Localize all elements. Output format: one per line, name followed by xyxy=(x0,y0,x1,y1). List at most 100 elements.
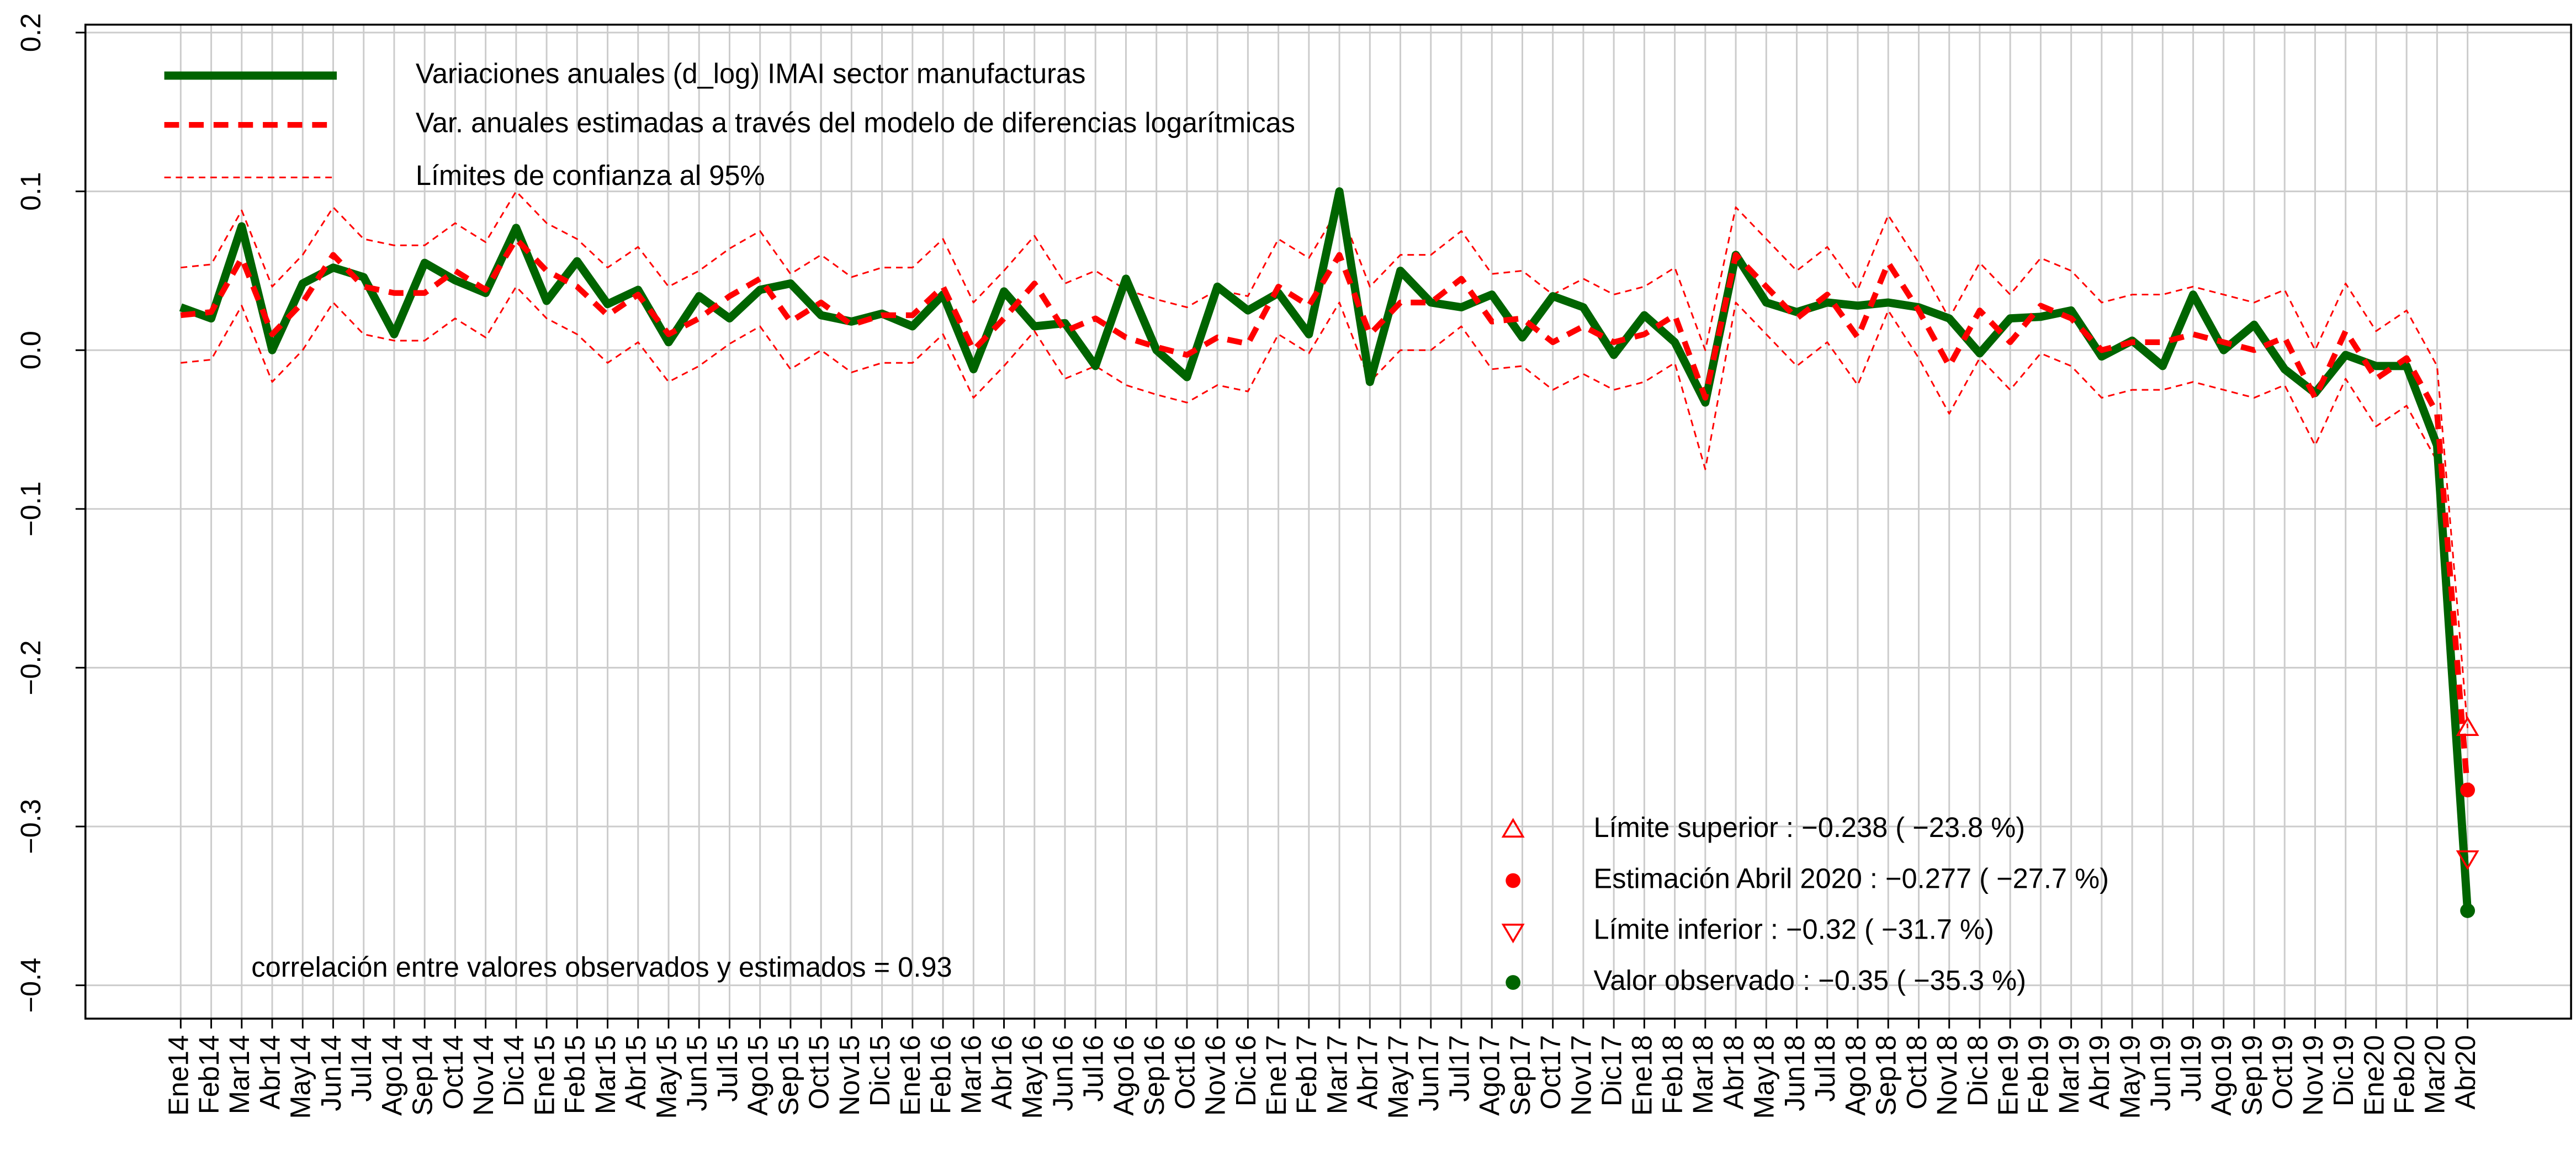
x-tick-label: Jul16 xyxy=(1078,1035,1109,1102)
x-tick-label: Jul19 xyxy=(2175,1035,2207,1102)
x-tick-label: Jun17 xyxy=(1413,1035,1444,1111)
x-tick-label: Ene19 xyxy=(1992,1035,2024,1116)
x-tick-label: Oct18 xyxy=(1901,1035,1932,1110)
x-tick-label: Feb14 xyxy=(193,1035,225,1114)
x-tick-label: May19 xyxy=(2114,1035,2145,1119)
x-tick-label: Ago16 xyxy=(1108,1035,1139,1116)
x-tick-label: Jul17 xyxy=(1443,1035,1475,1102)
series-line xyxy=(181,285,2469,859)
x-tick-label: Sep16 xyxy=(1138,1035,1170,1116)
x-tick-label: Mar16 xyxy=(956,1035,987,1114)
x-tick-label: Mar17 xyxy=(1321,1035,1353,1114)
annotation: Límite superior : −0.238 ( −23.8 %) xyxy=(1593,812,2025,843)
x-tick-label: Feb16 xyxy=(925,1035,956,1114)
x-tick-label: Abr16 xyxy=(986,1035,1017,1110)
marker xyxy=(1506,975,1521,990)
x-tick-label: Nov14 xyxy=(468,1035,499,1116)
x-tick-label: Jun19 xyxy=(2145,1035,2176,1111)
x-tick-label: Abr19 xyxy=(2084,1035,2115,1110)
x-tick-label: Jun16 xyxy=(1047,1035,1078,1111)
x-tick-label: Feb18 xyxy=(1657,1035,1688,1114)
y-tick-label: 0.0 xyxy=(15,331,46,369)
y-tick-label: −0.1 xyxy=(15,481,46,537)
plot-frame xyxy=(84,23,2572,1020)
x-tick-label: May14 xyxy=(285,1035,316,1119)
marker xyxy=(1506,873,1521,888)
annotation: Valor observado : −0.35 ( −35.3 %) xyxy=(1593,965,2026,996)
x-tick-label: Feb20 xyxy=(2388,1035,2420,1114)
x-tick-label: Dic16 xyxy=(1230,1035,1262,1106)
x-tick-label: Oct15 xyxy=(803,1035,835,1110)
annotation: Límite inferior : −0.32 ( −31.7 %) xyxy=(1593,914,1994,945)
x-tick-label: Ene20 xyxy=(2358,1035,2389,1116)
x-tick-label: Jul18 xyxy=(1809,1035,1841,1102)
plot xyxy=(179,187,2472,911)
x-tick-label: Jun18 xyxy=(1779,1035,1810,1111)
grid xyxy=(85,24,2572,1019)
annotation: Estimación Abril 2020 : −0.277 ( −27.7 %… xyxy=(1593,862,2108,894)
y-tick-label: 0.1 xyxy=(15,172,46,210)
y-tick-label: −0.2 xyxy=(15,640,46,695)
x-tick-label: Abr14 xyxy=(254,1035,285,1110)
x-tick-label: Ene16 xyxy=(894,1035,926,1116)
x-tick-label: Ene14 xyxy=(163,1035,194,1116)
x-tick-label: Nov18 xyxy=(1931,1035,1963,1116)
x-tick-label: Feb19 xyxy=(2023,1035,2054,1114)
x-tick-label: Dic15 xyxy=(864,1035,895,1106)
x-tick-label: Oct17 xyxy=(1535,1035,1566,1110)
x-tick-label: Nov15 xyxy=(834,1035,865,1116)
y-tick-label: 0.2 xyxy=(15,13,46,52)
x-tick-label: Dic14 xyxy=(498,1035,529,1106)
x-tick-label: Mar15 xyxy=(590,1035,621,1114)
x-tick-label: Nov19 xyxy=(2297,1035,2329,1116)
x-tick-label: Ene18 xyxy=(1626,1035,1658,1116)
x-tick-label: Sep15 xyxy=(772,1035,804,1116)
legend-label: Límites de confianza al 95% xyxy=(416,160,765,191)
x-tick-label: May16 xyxy=(1016,1035,1048,1119)
y-tick-label: −0.4 xyxy=(15,958,46,1013)
x-tick-label: Abr18 xyxy=(1718,1035,1749,1110)
x-tick-label: Mar20 xyxy=(2419,1035,2451,1114)
marker xyxy=(1501,923,1525,944)
marker xyxy=(2456,716,2479,736)
x-tick-label: Ago18 xyxy=(1840,1035,1871,1116)
marker xyxy=(2460,903,2475,918)
x-tick-label: May15 xyxy=(650,1035,682,1119)
x-tick-label: Sep17 xyxy=(1504,1035,1536,1116)
x-tick-label: May18 xyxy=(1748,1035,1780,1119)
x-tick-label: Abr17 xyxy=(1352,1035,1384,1110)
x-tick-label: Nov16 xyxy=(1200,1035,1231,1116)
x-tick-label: Ago15 xyxy=(742,1035,773,1116)
x-tick-label: Jul14 xyxy=(346,1035,377,1102)
x-tick-label: Jul15 xyxy=(712,1035,743,1102)
x-tick-label: Jun15 xyxy=(681,1035,713,1111)
x-tick-label: Dic17 xyxy=(1596,1035,1628,1106)
x-tick-label: Oct19 xyxy=(2267,1035,2298,1110)
marker xyxy=(2456,850,2479,870)
x-tick-label: Dic19 xyxy=(2328,1035,2359,1106)
x-tick-label: Abr20 xyxy=(2450,1035,2481,1110)
x-tick-label: Sep18 xyxy=(1870,1035,1902,1116)
x-tick-label: Feb17 xyxy=(1291,1035,1322,1114)
legend-label: Variaciones anuales (d_log) IMAI sector … xyxy=(416,57,1086,89)
x-tick-label: Ago19 xyxy=(2206,1035,2237,1116)
x-tick-label: Ene15 xyxy=(528,1035,560,1116)
series-line xyxy=(181,190,2469,728)
x-tick-label: Sep14 xyxy=(407,1035,438,1116)
series-line xyxy=(180,236,2471,791)
x-tick-label: Mar19 xyxy=(2053,1035,2085,1114)
x-tick-label: Oct16 xyxy=(1169,1035,1200,1110)
x-tick-label: Oct14 xyxy=(437,1035,469,1110)
x-tick-label: May17 xyxy=(1382,1035,1414,1119)
x-tick-label: Mar14 xyxy=(224,1035,255,1114)
x-tick-label: Nov17 xyxy=(1565,1035,1597,1116)
marker xyxy=(2460,782,2475,798)
marker xyxy=(1501,818,1525,838)
x-tick-label: Mar18 xyxy=(1687,1035,1719,1114)
x-tick-label: Ago17 xyxy=(1474,1035,1506,1116)
note: correlación entre valores observados y e… xyxy=(251,951,952,983)
legend-label: Var. anuales estimadas a través del mode… xyxy=(416,107,1295,139)
x-tick-label: Ene17 xyxy=(1260,1035,1292,1116)
